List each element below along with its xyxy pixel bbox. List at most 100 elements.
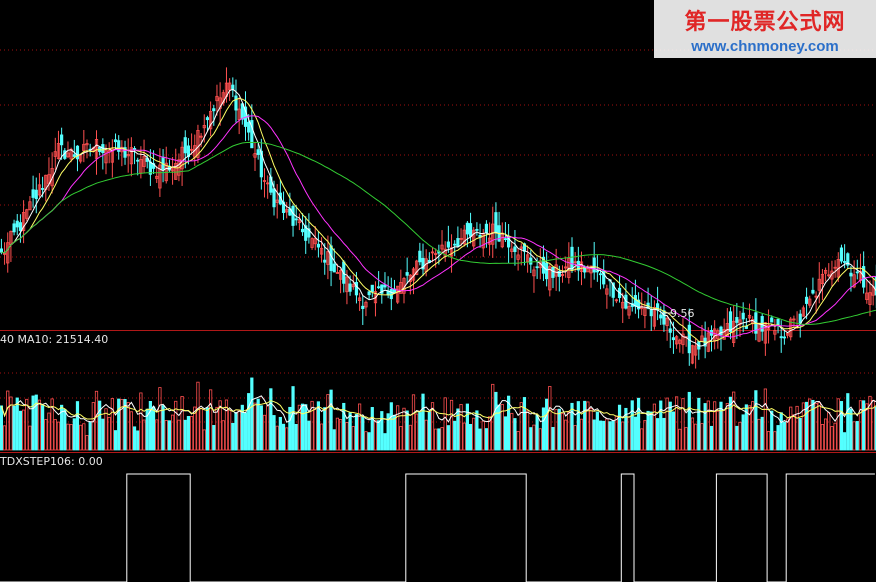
volume-bar (155, 419, 159, 451)
candle-body (662, 310, 666, 325)
volume-bar (424, 419, 428, 451)
volume-bar (94, 390, 99, 451)
candle-body (123, 147, 127, 158)
volume-bar (167, 420, 172, 451)
candle-body (773, 329, 777, 335)
candle-body (21, 212, 26, 232)
volume-bar (716, 410, 720, 451)
candle-body (614, 299, 618, 302)
volume-bar (709, 425, 714, 451)
volume-bar (323, 407, 327, 451)
watermark: 第一股票公式网 www.chnmoney.com (654, 0, 876, 58)
volume-ma10-line (0, 400, 876, 420)
volume-bar (411, 394, 416, 451)
candle-body (659, 314, 663, 319)
volume-bar (180, 396, 184, 451)
volume-bar (598, 420, 603, 451)
volume-bar (868, 395, 872, 451)
volume-bar (266, 405, 270, 451)
volume-bar (713, 401, 717, 451)
candle-body (53, 151, 57, 157)
candle-body (215, 95, 219, 102)
candle-body (728, 311, 733, 333)
volume-bar (370, 407, 374, 451)
candle-body (668, 328, 672, 333)
candle-body (364, 301, 368, 308)
volume-bar (795, 405, 799, 451)
volume-bar (830, 426, 834, 451)
candle-body (801, 307, 806, 317)
volume-bar (117, 398, 121, 451)
volume-bar (88, 421, 92, 451)
candle-body (72, 154, 76, 157)
volume-bar (18, 410, 23, 451)
volume-bar (364, 431, 368, 451)
volume-bar (139, 392, 143, 451)
volume-bar (408, 424, 412, 451)
volume-bar (570, 402, 574, 451)
candle-body (237, 108, 241, 120)
volume-bar (858, 400, 863, 451)
candle-body (377, 286, 381, 289)
volume-bar (136, 430, 140, 451)
volume-bar (804, 401, 809, 451)
volume-bar (199, 407, 203, 451)
volume-bar (44, 419, 48, 451)
candle-body (491, 223, 495, 245)
candle-body (690, 345, 695, 364)
candle-body (719, 326, 723, 336)
candle-body (570, 246, 574, 270)
candle-body (205, 117, 210, 121)
candle-body (475, 228, 479, 231)
volume-bar (262, 414, 267, 451)
volume-bar (247, 393, 251, 451)
candle-body (335, 272, 340, 274)
volume-bar (259, 405, 263, 451)
volume-bar (586, 401, 590, 451)
volume-bar (630, 400, 634, 451)
candle-body (434, 253, 438, 256)
volume-bar (589, 408, 593, 451)
volume-bar (196, 381, 200, 451)
candle-body (307, 228, 311, 238)
candle-body (370, 284, 374, 293)
candle-body (383, 284, 387, 288)
candle-body (247, 121, 251, 133)
volume-bar (361, 416, 365, 451)
volume-bar (82, 423, 86, 451)
volume-bar (481, 420, 485, 451)
volume-bar (358, 403, 362, 451)
volume-header: 40 MA10: 21514.40 (0, 333, 109, 346)
candle-body (855, 271, 859, 274)
volume-bar (218, 400, 222, 451)
volume-bar (174, 400, 178, 451)
candle-body (361, 305, 365, 309)
candle-body (865, 292, 869, 301)
candle-body (31, 189, 35, 198)
candle-body (351, 284, 355, 288)
candle-body (564, 266, 568, 269)
candle-body (158, 164, 162, 189)
candle-body (741, 312, 745, 320)
volume-bar (662, 417, 666, 451)
candle-body (209, 111, 213, 130)
candle-body (234, 95, 238, 111)
candle-body (602, 270, 606, 285)
candle-body (465, 222, 469, 235)
volume-bar (269, 388, 273, 451)
volume-bar (478, 428, 482, 451)
ma10-line (1, 97, 876, 343)
candle-body (183, 137, 187, 154)
volume-bar (697, 397, 701, 451)
candle-body (598, 273, 603, 276)
volume-bar (434, 428, 438, 451)
candle-body (503, 238, 508, 241)
candle-body (849, 272, 853, 277)
candle-body (643, 308, 647, 316)
volume-bar (671, 411, 676, 451)
volume-bar (234, 412, 238, 451)
volume-bar (449, 399, 454, 451)
volume-bar (567, 411, 571, 451)
ma5-line (1, 88, 876, 347)
